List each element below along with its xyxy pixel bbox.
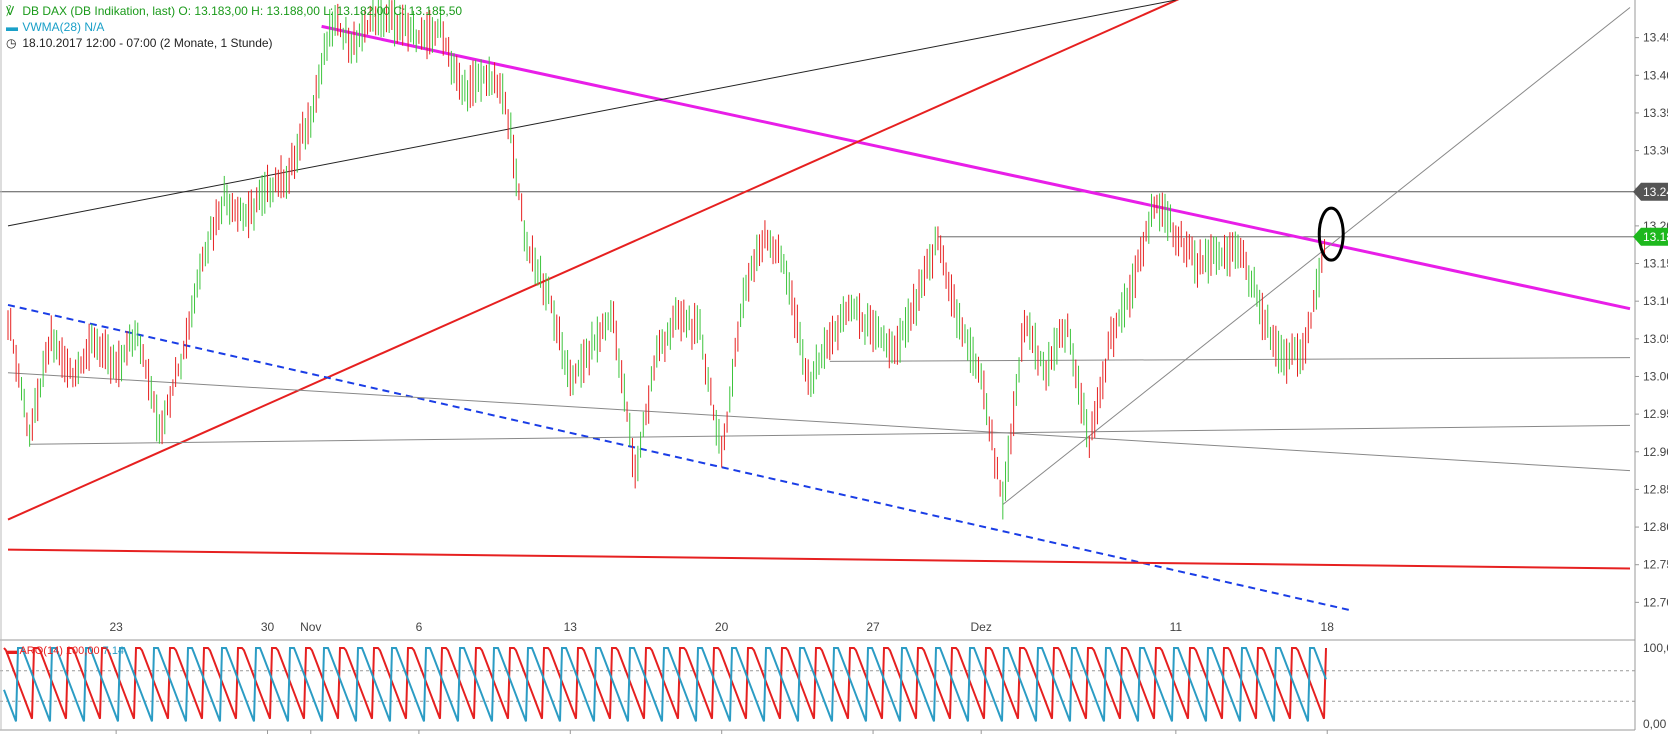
main-price-pane [0,0,1635,611]
oscillator-name: ARO(14) [19,645,63,657]
y-tick-label: 13.300,00 [1643,144,1668,158]
y-tick-label: 13.150,00 [1643,257,1668,271]
chart-type-icon: ℣ [6,4,15,18]
y-tick-label: 12.900,00 [1643,445,1668,459]
oscillator-value-down: 7,14 [102,645,125,657]
price-badge-label: 13.185,50 [1643,230,1668,244]
y-tick-label: 13.050,00 [1643,332,1668,346]
high-label: H: [251,4,264,18]
low-label: L: [323,4,334,18]
y-tick-label: 12.750,00 [1643,558,1668,572]
trendline-pink [321,24,1631,311]
indicator-header: ▬ VWMA(28) N/A [6,20,104,35]
high-value: 13.188,00 [266,4,320,18]
trendline-grey-support [829,357,1631,362]
trendline-red-flat [7,548,1631,570]
oscillator-tick-label: 100,00 [1643,641,1668,655]
clock-icon: ◷ [6,36,17,50]
y-tick-label: 12.950,00 [1643,407,1668,421]
aroon-down-line [3,647,1327,722]
x-tick-label: 27 [866,620,880,634]
trendline-black-upper [7,0,1176,227]
oscillator-pane: 100,00 0,00 [0,641,1668,731]
price-badge [1633,227,1668,246]
x-tick-label: 11 [1170,620,1183,634]
x-tick-label: 30 [261,620,275,634]
x-tick-label: 6 [416,620,423,634]
x-tick-label: Dez [971,620,992,634]
timeframe-header: ◷ 18.10.2017 12:00 - 07:00 (2 Monate, 1 … [6,36,273,51]
trendline-grey-flat [29,424,1631,445]
indicator-value: N/A [84,20,105,34]
x-tick-label: 23 [109,620,123,634]
oscillator-tick-label: 0,00 [1643,717,1667,731]
x-tick-label: Nov [300,620,321,634]
trendline-red-rising [7,0,1180,521]
y-tick-label: 13.350,00 [1643,106,1668,120]
open-label: O: [178,4,192,18]
close-label: C: [393,4,406,18]
oscillator-line-icon: ▬ [6,645,17,657]
price-badge [1633,182,1668,201]
indicator-name: VWMA(28) [22,20,82,34]
low-value: 13.182,00 [336,4,390,18]
y-tick-label: 13.400,00 [1643,68,1668,82]
trendline-grey-declining [7,372,1631,472]
timeframe-detail: (2 Monate, 1 Stunde) [159,36,273,50]
aroon-up-line [3,647,1327,720]
y-tick-label: 13.450,00 [1643,31,1668,45]
highlight-ellipse [1317,206,1345,262]
oscillator-header: ▬ ARO(14) 100,00 7,14 [6,644,124,659]
oscillator-value-up: 100,00 [65,645,100,657]
y-tick-label: 13.100,00 [1643,294,1668,308]
timeframe-range: 18.10.2017 12:00 - 07:00 [22,36,157,50]
instrument-header: ℣ DB DAX (DB Indikation, last) O: 13.183… [6,4,462,19]
y-tick-label: 12.850,00 [1643,482,1668,496]
x-tick-label: 18 [1321,620,1335,634]
price-badge-label: 13.245,30 [1643,185,1668,199]
x-tick-label: 13 [564,620,578,634]
y-tick-label: 13.000,00 [1643,369,1668,383]
trendline-blue-dashed [7,303,1350,611]
open-value: 13.183,00 [194,4,248,18]
indicator-line-icon: ▬ [6,20,18,34]
close-value: 13.185,50 [408,4,463,18]
y-tick-label: 12.800,00 [1643,520,1668,534]
instrument-name: DB DAX (DB Indikation, last) [22,4,176,18]
trendline-grey-upper-slope [1002,7,1631,505]
x-tick-label: 20 [715,620,729,634]
y-tick-label: 12.700,00 [1643,595,1668,609]
